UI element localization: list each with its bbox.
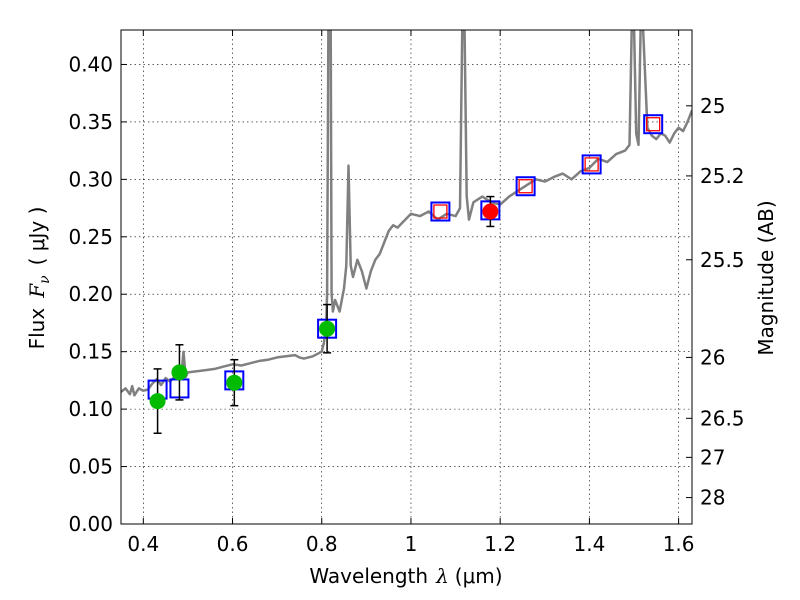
x-tick-label: 0.4 xyxy=(127,532,159,556)
optical-data-point xyxy=(171,364,188,381)
plot-area xyxy=(121,30,692,434)
y-tick-label: 0.25 xyxy=(68,225,113,249)
y-axis-label: FluxFν( μJy ) xyxy=(25,207,53,350)
y2-tick-label: 26 xyxy=(700,345,725,369)
y-tick-label: 0.20 xyxy=(68,282,113,306)
y-tick-label: 0.35 xyxy=(68,110,113,134)
y-tick-label: 0.30 xyxy=(68,167,113,191)
optical-data-point xyxy=(226,374,243,391)
model-photometry-square-red xyxy=(433,204,448,219)
y2-axis-label: Magnitude (AB) xyxy=(754,200,778,355)
x-tick-label: 1.4 xyxy=(573,532,605,556)
y2-tick-label: 27 xyxy=(700,445,725,469)
plot-frame xyxy=(120,29,693,525)
x-tick-label: 0.6 xyxy=(217,532,249,556)
grid xyxy=(121,30,692,525)
model-photometry-square-blue xyxy=(515,176,536,197)
x-tick-label: 0.8 xyxy=(306,532,338,556)
y-tick-label: 0.10 xyxy=(68,397,113,421)
optical-data-point xyxy=(149,393,166,410)
model-photometry-square-blue xyxy=(430,201,451,222)
y-tick-label: 0.15 xyxy=(68,340,113,364)
model-photometry-square-red xyxy=(584,157,599,172)
model-photometry-square-red xyxy=(518,179,533,194)
x-tick-label: 1.6 xyxy=(663,532,695,556)
nir-data-point xyxy=(482,203,499,220)
ticks: 0.4 0.6 0.8 1 1.2 1.4 1.6 0.00 0.05 0.10 0.15 0.20 0… xyxy=(68,30,745,556)
y-tick-label: 0.00 xyxy=(68,512,113,536)
optical-data-point xyxy=(319,320,336,337)
y2-tick-label: 25.5 xyxy=(700,248,745,272)
x-tick-label: 1 xyxy=(405,532,418,556)
x-tick-label: 1.2 xyxy=(484,532,516,556)
model-photometry-square-red xyxy=(646,117,661,132)
model-photometry-square-blue xyxy=(643,114,664,135)
sed-model-line xyxy=(121,30,692,397)
y2-tick-label: 26.5 xyxy=(700,406,745,430)
y2-tick-label: 28 xyxy=(700,486,725,510)
x-axis-label: Wavelength λ (μm) xyxy=(309,564,502,588)
y-tick-label: 0.05 xyxy=(68,455,113,479)
y2-tick-label: 25.2 xyxy=(700,164,745,188)
model-photometry-square-blue xyxy=(581,154,602,175)
y2-tick-label: 25 xyxy=(700,94,725,118)
y-tick-label: 0.40 xyxy=(68,52,113,76)
